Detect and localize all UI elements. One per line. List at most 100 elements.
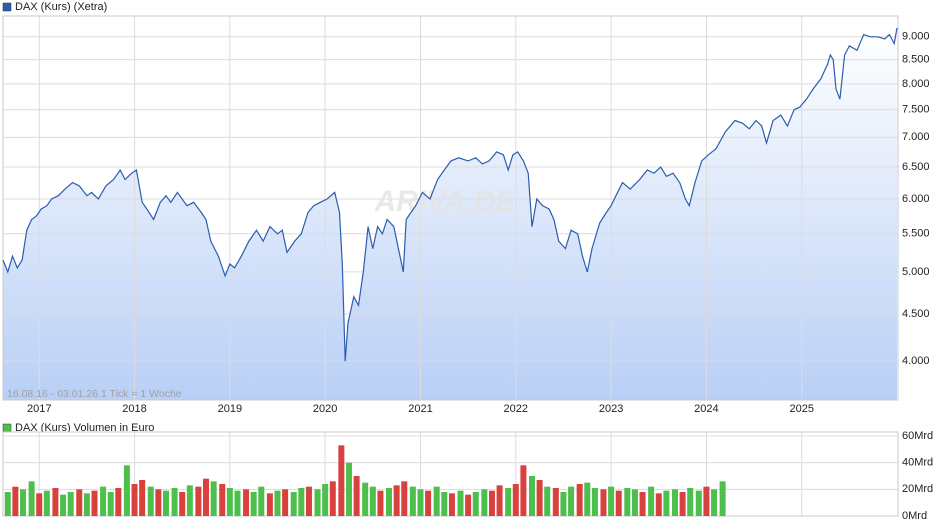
volume-bar bbox=[386, 488, 393, 516]
volume-bar bbox=[115, 488, 122, 516]
volume-bar bbox=[91, 490, 98, 516]
volume-bar bbox=[417, 489, 424, 516]
volume-bar bbox=[274, 490, 281, 516]
volume-bar bbox=[481, 489, 488, 516]
volume-bar bbox=[505, 488, 512, 516]
x-tick-label: 2024 bbox=[694, 403, 718, 415]
volume-bar bbox=[648, 486, 655, 516]
volume-bar bbox=[329, 481, 336, 516]
y-tick-label: 4.500 bbox=[902, 308, 930, 320]
volume-bar bbox=[162, 490, 169, 516]
volume-bar bbox=[52, 488, 59, 516]
volume-bar bbox=[544, 486, 551, 516]
volume-bar bbox=[584, 482, 591, 516]
y-tick-label: 8.500 bbox=[902, 54, 930, 66]
volume-bar bbox=[433, 486, 440, 516]
volume-bar bbox=[719, 481, 726, 516]
volume-bar bbox=[139, 480, 146, 516]
volume-bar bbox=[171, 488, 178, 516]
legend-label: DAX (Kurs) Volumen in Euro bbox=[15, 422, 154, 434]
x-tick-label: 2017 bbox=[27, 403, 51, 415]
volume-bar bbox=[552, 488, 559, 516]
volume-bar bbox=[76, 489, 83, 516]
footnote: 16.08.16 - 03.01.26 1 Tick = 1 Woche bbox=[7, 388, 182, 400]
volume-bar bbox=[258, 486, 265, 516]
volume-bar bbox=[409, 486, 416, 516]
volume-bar bbox=[353, 476, 360, 516]
y-tick-label: 40Mrd bbox=[902, 457, 933, 469]
volume-bar bbox=[472, 492, 479, 516]
volume-bar bbox=[131, 484, 138, 516]
x-tick-label: 2020 bbox=[313, 403, 337, 415]
volume-bar bbox=[345, 462, 352, 516]
volume-bar bbox=[83, 493, 90, 516]
legend-label: DAX (Kurs) (Xetra) bbox=[15, 1, 107, 13]
area bbox=[3, 28, 897, 400]
volume-bar bbox=[687, 488, 694, 516]
volume-bar bbox=[591, 488, 598, 516]
volume-bar bbox=[282, 489, 289, 516]
volume-bar bbox=[679, 492, 686, 516]
volume-bar bbox=[12, 486, 19, 516]
volume-bar bbox=[314, 489, 321, 516]
volume-bar bbox=[639, 492, 646, 516]
volume-bar bbox=[243, 489, 250, 516]
volume-bar bbox=[186, 485, 193, 516]
volume-bar bbox=[4, 492, 11, 516]
watermark: ARIVA.DE bbox=[373, 185, 516, 218]
volume-bar bbox=[290, 492, 297, 516]
volume-bar bbox=[234, 490, 241, 516]
volume-bar bbox=[322, 484, 329, 516]
volume-bar bbox=[568, 486, 575, 516]
volume-bar bbox=[520, 465, 527, 516]
y-tick-label: 60Mrd bbox=[902, 430, 933, 442]
volume-bar bbox=[36, 493, 43, 516]
volume-bar bbox=[123, 465, 130, 516]
volume-bar bbox=[671, 489, 678, 516]
volume-bar bbox=[67, 492, 74, 516]
volume-bar bbox=[107, 492, 114, 516]
volume-bar bbox=[536, 480, 543, 516]
volume-bar bbox=[448, 493, 455, 516]
volume-bar bbox=[560, 492, 567, 516]
volume-bar bbox=[663, 490, 670, 516]
legend-swatch bbox=[2, 423, 12, 433]
volume-bar bbox=[528, 476, 535, 516]
volume-bar bbox=[210, 481, 217, 516]
y-tick-label: 7.500 bbox=[902, 104, 930, 116]
x-tick-label: 2022 bbox=[504, 403, 528, 415]
y-tick-label: 20Mrd bbox=[902, 483, 933, 495]
volume-bar bbox=[615, 490, 622, 516]
volume-bar bbox=[179, 492, 186, 516]
y-tick-label: 5.500 bbox=[902, 228, 930, 240]
volume-bar bbox=[711, 489, 718, 516]
y-tick-label: 8.000 bbox=[902, 78, 930, 90]
volume-bar bbox=[369, 486, 376, 516]
volume-bar bbox=[195, 486, 202, 516]
y-tick-label: 9.000 bbox=[902, 31, 930, 43]
volume-bar bbox=[631, 489, 638, 516]
volume-bar bbox=[362, 482, 369, 516]
x-tick-label: 2019 bbox=[218, 403, 242, 415]
y-tick-label: 4.000 bbox=[902, 355, 930, 367]
volume-bar bbox=[703, 486, 710, 516]
volume-bar bbox=[203, 478, 210, 516]
volume-bar bbox=[250, 492, 257, 516]
volume-bar bbox=[43, 490, 50, 516]
volume-chart: 0Mrd 20Mrd 40Mrd 60Mrd bbox=[2, 430, 933, 522]
plot-border bbox=[2, 15, 899, 401]
x-tick-label: 2021 bbox=[408, 403, 432, 415]
volume-bar bbox=[401, 481, 408, 516]
volume-bar bbox=[20, 489, 27, 516]
volume-bar bbox=[338, 445, 345, 516]
x-tick-label: 2023 bbox=[599, 403, 623, 415]
volume-bar bbox=[393, 485, 400, 516]
y-tick-label: 0Mrd bbox=[902, 510, 927, 522]
volume-bar bbox=[147, 486, 154, 516]
volume-bar bbox=[298, 488, 305, 516]
legend-swatch bbox=[2, 2, 12, 12]
volume-bar bbox=[377, 490, 384, 516]
volume-bar bbox=[608, 486, 615, 516]
volume-bar bbox=[512, 484, 519, 516]
